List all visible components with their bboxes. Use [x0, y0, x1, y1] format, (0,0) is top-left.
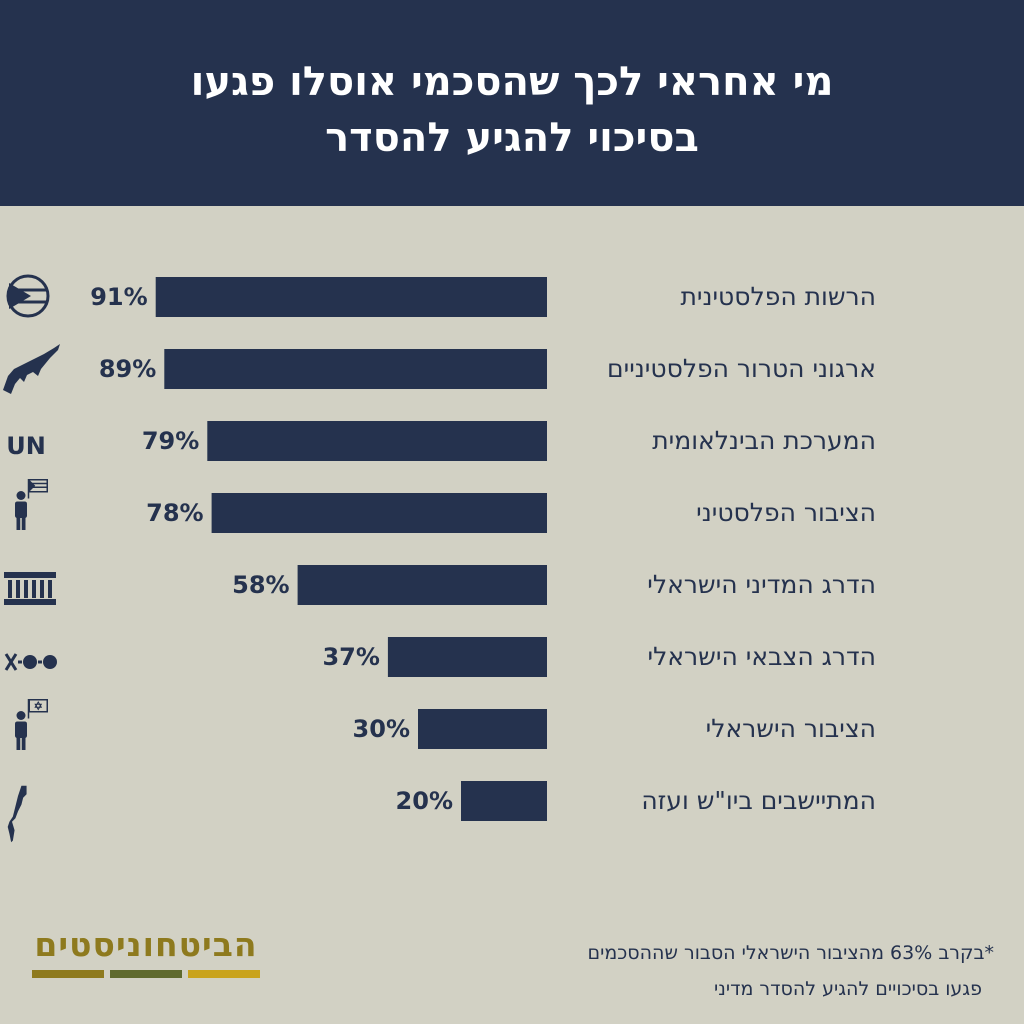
value-label-3: 78%: [146, 499, 204, 527]
logo-bar-2: [110, 970, 182, 978]
un-icon: UN: [6, 432, 46, 460]
bar-4: [297, 565, 547, 605]
value-label-0: 91%: [90, 283, 148, 311]
person-israeli-flag-icon: [15, 699, 48, 750]
logo-bar-1: [32, 970, 104, 978]
logo: הביטחוניסטים: [32, 926, 260, 982]
category-label-2: המערכת הבינלאומית: [652, 426, 876, 455]
value-label-5: 37%: [322, 643, 380, 671]
parliament-icon: [4, 572, 56, 605]
bar-1: [164, 349, 548, 389]
value-label-7: 20%: [395, 787, 453, 815]
value-label-6: 30%: [352, 715, 410, 743]
category-label-7: המתיישבים ביו"ש ועזה: [641, 786, 876, 815]
value-label-4: 58%: [232, 571, 290, 599]
category-label-5: הדרג הצבאי הישראלי: [647, 642, 876, 671]
category-label-6: הציבור הישראלי: [705, 714, 876, 743]
chart-title-line-2: בסיכוי להגיע להסדר: [325, 115, 699, 161]
value-label-2: 79%: [141, 427, 200, 455]
bar-0: [155, 277, 547, 317]
un-icon-text: UN: [6, 432, 46, 460]
footnote-line-2: פגעו בסיכויים להגיע להסדר מדיני: [713, 978, 982, 1000]
bars-canvas: [155, 277, 548, 821]
logo-text: הביטחוניסטים: [34, 925, 258, 964]
logo-bar-3: [188, 970, 260, 978]
bar-2: [207, 421, 548, 461]
category-label-0: הרשות הפלסטינית: [680, 282, 876, 311]
bar-3: [211, 493, 547, 533]
israel-map-icon: [7, 785, 27, 843]
bar-7: [461, 781, 547, 821]
category-label-3: הציבור הפלסטיני: [696, 498, 876, 527]
palestinian-flag-icon: [6, 274, 50, 318]
header-banner: מי אחראי לכך שהסכמי אוסלו פגעו בסיכוי לה…: [0, 0, 1024, 206]
military-rank-icon: [4, 653, 57, 671]
bar-chart: UN: [0, 206, 1024, 886]
category-label-1: ארגוני הטרור הפלסטיניים: [607, 354, 876, 383]
bar-5: [387, 637, 547, 677]
footnote-line-1: *בקרב 63% מהציבור הישראלי הסבור שההסכמים: [587, 942, 995, 964]
bar-6: [418, 709, 547, 749]
category-label-4: הדרג המדיני הישראלי: [647, 570, 876, 599]
rifle-icon: [3, 344, 60, 394]
person-palestinian-flag-icon: [15, 479, 48, 530]
value-label-1: 89%: [98, 355, 157, 383]
chart-title-line-1: מי אחראי לכך שהסכמי אוסלו פגעו: [190, 59, 834, 105]
